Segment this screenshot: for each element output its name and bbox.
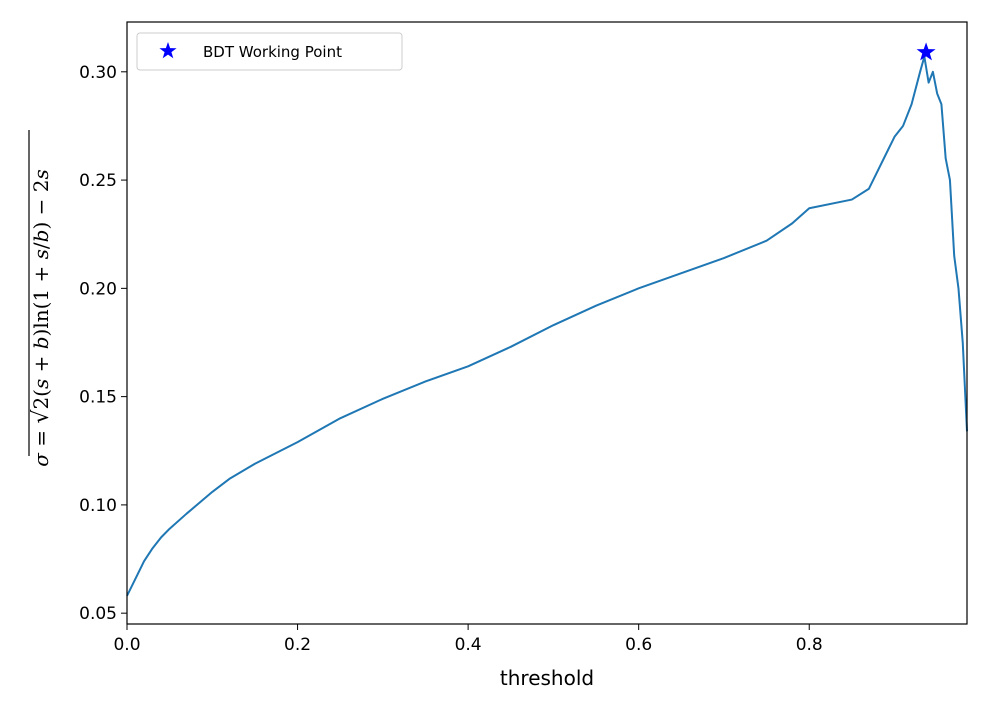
axes	[126, 21, 968, 625]
y-tick-label: 0.20	[79, 279, 117, 299]
svg-text:σ = √2(s + b)ln(1 + s/b) − 2s: σ = √2(s + b)ln(1 + s/b) − 2s	[29, 169, 54, 466]
legend-star-icon	[159, 42, 177, 59]
y-tick-label: 0.30	[79, 63, 117, 83]
x-tick-label: 0.0	[113, 635, 140, 655]
axes-frame	[126, 21, 968, 625]
series-line-0	[126, 55, 968, 597]
y-tick-label: 0.05	[79, 604, 117, 624]
x-tick-label: 0.4	[455, 635, 482, 655]
y-tick-label: 0.25	[79, 171, 117, 191]
y-tick-label: 0.10	[79, 496, 117, 516]
legend-label: BDT Working Point	[203, 43, 342, 61]
working-point-star	[916, 42, 936, 61]
x-tick-label: 0.2	[284, 635, 311, 655]
y-axis-label: σ = √2(s + b)ln(1 + s/b) − 2s	[28, 130, 54, 467]
x-axis-label: threshold	[500, 666, 594, 690]
legend: BDT Working Point	[136, 32, 403, 71]
legend-box	[136, 32, 403, 71]
plot-area	[126, 42, 968, 597]
x-tick-label: 0.8	[796, 635, 823, 655]
y-tick-label: 0.15	[79, 388, 117, 408]
x-tick-label: 0.6	[625, 635, 652, 655]
ticks: 0.0 0.2 0.4 0.6 0.8 0.05 0.10 0.15 0.20 0.25 0.30	[79, 63, 823, 655]
